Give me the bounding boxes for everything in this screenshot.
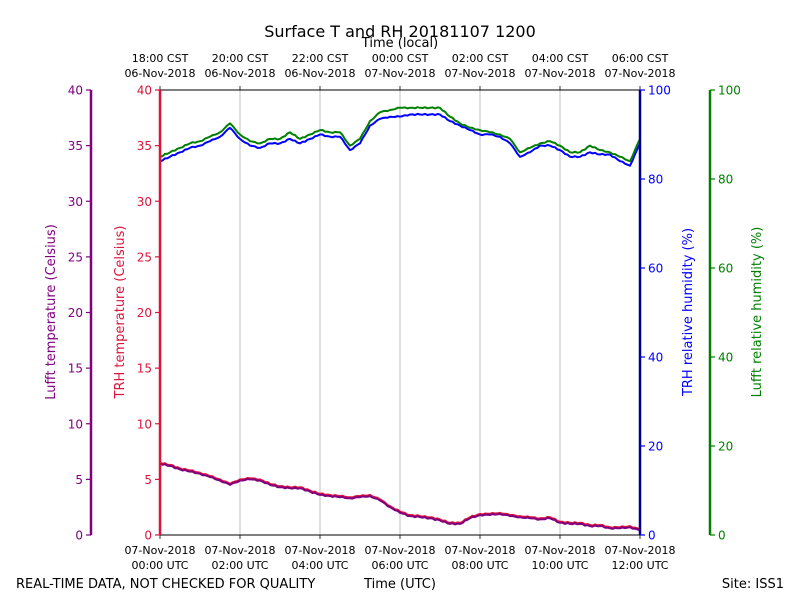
x-tick-label-date: 07-Nov-2018 [124,544,195,557]
gridlines [239,90,561,535]
series-layer [159,106,641,532]
top-x-tick-label-date: 07-Nov-2018 [364,67,435,80]
series-line-lufft-temperature [159,462,641,532]
lufft-temp-tick-label: 5 [75,473,83,487]
top-x-tick-label-date: 06-Nov-2018 [204,67,275,80]
top-x-tick-label-date: 06-Nov-2018 [124,67,195,80]
trh-temp-tick-label: 20 [137,306,152,320]
lufft-temp-tick-label: 30 [68,195,83,209]
x-tick-label-date: 07-Nov-2018 [604,544,675,557]
trh-rh-tick-label: 0 [648,529,656,543]
x-tick-label-time: 00:00 UTC [131,559,188,572]
top-x-tick-label-time: 02:00 CST [452,52,509,65]
x-tick-label-time: 10:00 UTC [531,559,588,572]
x-tick-label-time: 04:00 UTC [291,559,348,572]
x-tick-label-time: 02:00 UTC [211,559,268,572]
axis-ticks: 07-Nov-2018 00:00 UTC 07-Nov-2018 02:00 UTC… [68,52,741,572]
site-label: Site: ISS1 [722,577,784,592]
trh-temp-axis-label: TRH temperature (Celsius) [113,226,128,400]
trh-rh-tick-label: 60 [648,262,663,276]
trh-rh-axis-label: TRH relative humidity (%) [681,228,696,397]
top-x-tick-label-date: 07-Nov-2018 [444,67,515,80]
x-tick-label-time: 12:00 UTC [611,559,668,572]
lufft-rh-tick-label: 20 [718,440,733,454]
trh-temp-tick-label: 0 [144,529,152,543]
series-line-lufft-relative-humidity [159,106,641,163]
trh-rh-tick-label: 40 [648,351,663,365]
lufft-temp-tick-label: 0 [75,529,83,543]
quality-disclaimer: REAL-TIME DATA, NOT CHECKED FOR QUALITY [16,577,315,592]
trh-rh-tick-label: 80 [648,173,663,187]
x-tick-label-date: 07-Nov-2018 [364,544,435,557]
trh-temp-tick-label: 15 [137,362,152,376]
top-x-tick-label-date: 07-Nov-2018 [604,67,675,80]
bottom-axis-title: Time (UTC) [363,577,436,592]
x-tick-label-date: 07-Nov-2018 [444,544,515,557]
lufft-temp-tick-label: 20 [68,306,83,320]
lufft-temp-tick-label: 40 [68,84,83,98]
top-x-tick-label-date: 07-Nov-2018 [524,67,595,80]
x-tick-label-date: 07-Nov-2018 [284,544,355,557]
lufft-temp-tick-label: 25 [68,250,83,264]
top-x-tick-label-time: 04:00 CST [532,52,589,65]
trh-temp-tick-label: 10 [137,417,152,431]
lufft-rh-tick-label: 80 [718,173,733,187]
lufft-rh-tick-label: 0 [718,529,726,543]
lufft-temp-tick-label: 10 [68,417,83,431]
x-tick-label-time: 06:00 UTC [371,559,428,572]
trh-temp-tick-label: 40 [137,84,152,98]
lufft-rh-axis-label: Lufft relative humidity (%) [750,227,765,398]
lufft-temp-tick-label: 15 [68,362,83,376]
lufft-rh-tick-label: 60 [718,262,733,276]
trh-temp-tick-label: 5 [144,473,152,487]
x-tick-label-date: 07-Nov-2018 [204,544,275,557]
top-x-tick-label-time: 00:00 CST [372,52,429,65]
lufft-rh-tick-label: 40 [718,351,733,365]
top-x-tick-label-time: 20:00 CST [212,52,269,65]
top-x-tick-label-time: 18:00 CST [132,52,189,65]
top-x-tick-label-time: 06:00 CST [612,52,669,65]
trh-temp-tick-label: 30 [137,195,152,209]
chart-title: Surface T and RH 20181107 1200 [264,22,536,41]
x-tick-label-time: 08:00 UTC [451,559,508,572]
trh-rh-tick-label: 20 [648,440,663,454]
top-axis-title: Time (local) [361,36,438,51]
x-tick-label-date: 07-Nov-2018 [524,544,595,557]
trh-temp-tick-label: 25 [137,250,152,264]
trh-temp-tick-label: 35 [137,139,152,153]
trh-rh-tick-label: 100 [648,84,671,98]
top-x-tick-label-date: 06-Nov-2018 [284,67,355,80]
lufft-rh-tick-label: 100 [718,84,741,98]
series-line-trh-relative-humidity [159,112,641,167]
lufft-temp-axis-label: Lufft temperature (Celsius) [44,224,59,400]
top-x-tick-label-time: 22:00 CST [292,52,349,65]
lufft-temp-tick-label: 35 [68,139,83,153]
